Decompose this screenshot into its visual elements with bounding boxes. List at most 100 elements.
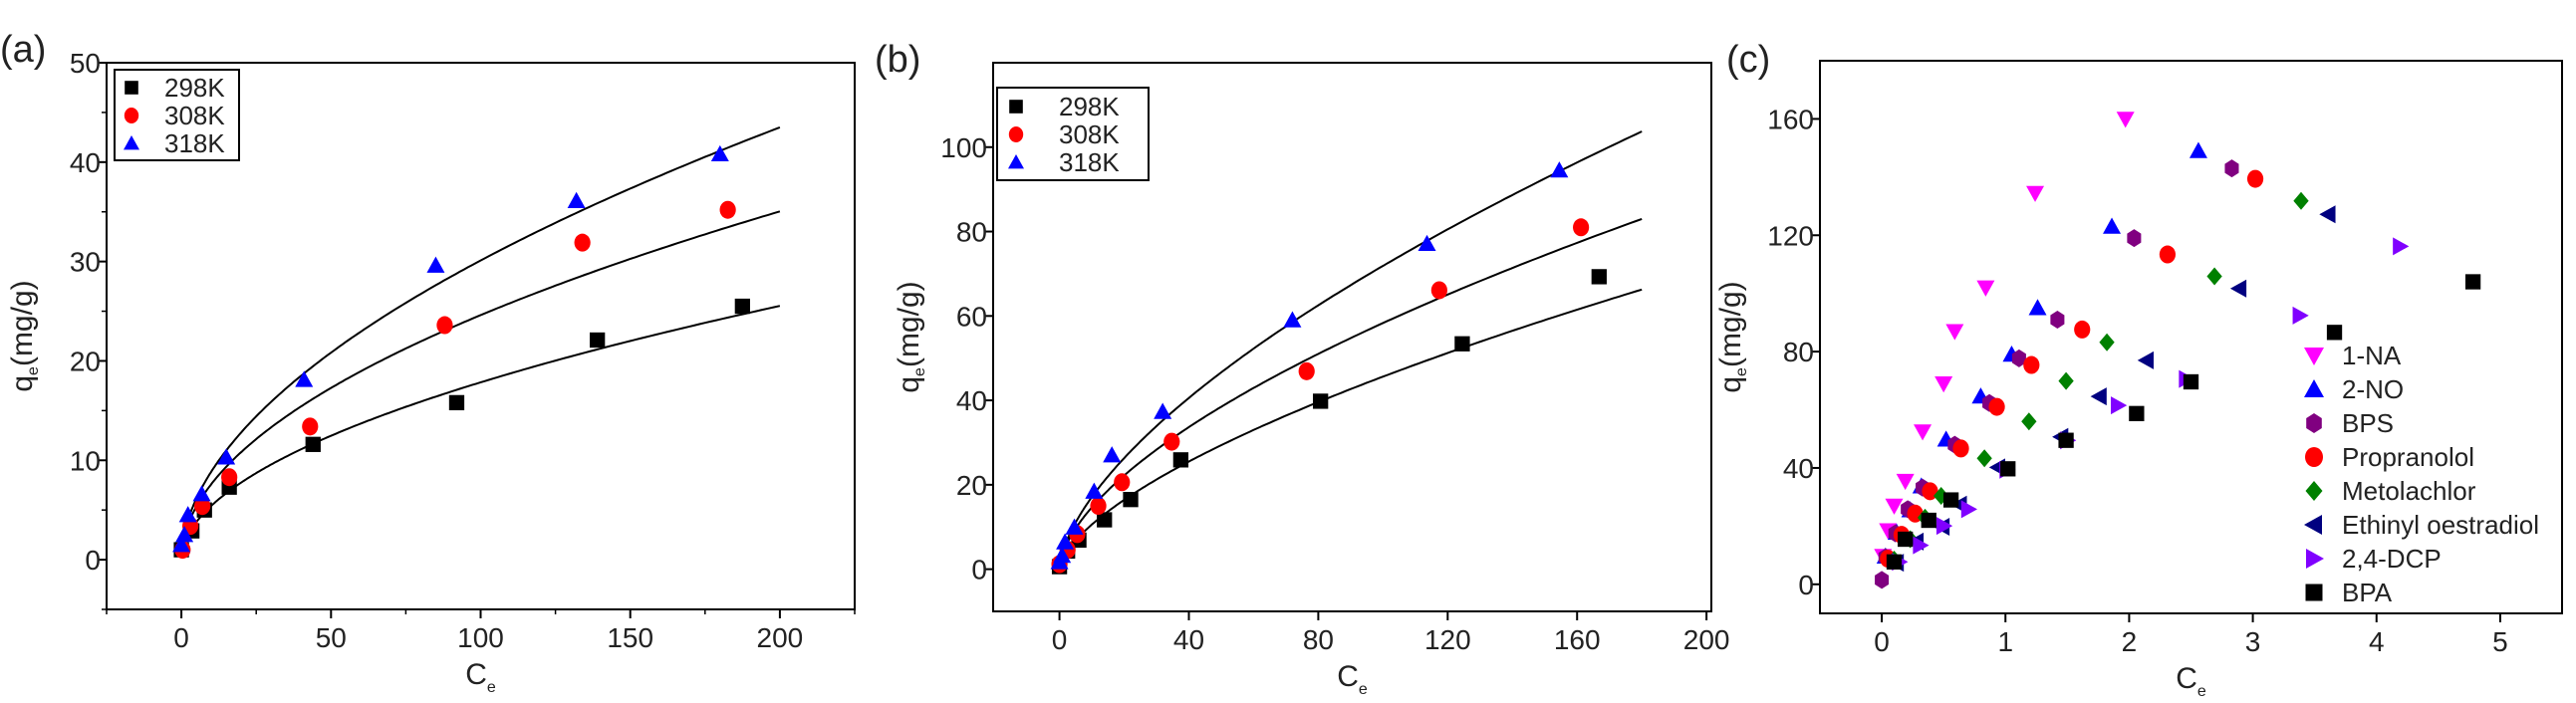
fit-curve-318k [1060,130,1643,559]
chart-panel-c: (c) 0 1 2 3 4 5 0 40 80 120 160 Ce qe(mg/g) 1-NA 2-NO BP… [1714,39,2563,700]
data-point [1898,531,1914,548]
data-point [574,233,591,252]
fit-curve-298k [1060,288,1643,564]
plot-frame [1819,60,2563,614]
data-point [2011,349,2026,367]
data-point [1298,361,1315,380]
legend-marker [2305,584,2323,601]
plot-frame [992,62,1712,612]
x-tick-label: 80 [1303,624,1334,655]
data-point [2058,432,2074,448]
series-2-4-dcp [1892,237,2410,572]
data-point [2137,351,2154,369]
series-298k [1051,269,1607,575]
legend-label: 2,4-DCP [2342,544,2442,574]
data-point [1053,547,1072,564]
series-318k [172,144,729,553]
x-axis-title: Ce [465,658,496,696]
data-point [2090,387,2107,406]
x-tick-label: 160 [1554,624,1601,655]
data-point [2023,355,2040,374]
data-point [178,506,197,523]
y-tick-label: 30 [70,247,101,278]
y-tick-label: 0 [1798,570,1814,600]
legend-label: 298K [1059,92,1120,121]
series-298k [173,298,750,558]
x-tick-label: 1 [1997,626,2013,657]
data-point [2074,320,2091,339]
y-tick-label: 50 [70,48,101,79]
data-point [1952,439,1969,458]
legend-marker [124,108,139,123]
data-point [1097,512,1113,528]
x-tick-label: 4 [2369,626,2385,657]
data-point [2393,237,2410,256]
legend-marker [2304,348,2324,365]
series-bpa [1886,274,2481,570]
data-point [1123,492,1139,508]
data-point [2464,274,2481,290]
series-1-na [1874,112,2135,566]
data-point [2189,141,2207,158]
data-point [1945,324,1964,341]
data-point [448,394,465,411]
y-tick-label: 20 [956,470,987,501]
data-point [1056,533,1075,550]
data-point [1921,512,1936,529]
data-point [710,144,729,162]
y-tick-label: 0 [971,555,987,586]
data-point [2292,306,2309,325]
data-point [1103,446,1122,463]
legend-label: Propranolol [2342,442,2474,472]
data-point [2246,169,2264,188]
data-point [305,436,321,452]
x-tick-label: 100 [457,622,504,653]
data-point [1573,218,1590,237]
series-propranolol [1880,169,2264,569]
data-point [2000,461,2016,477]
data-point [590,332,606,349]
data-point [1114,473,1131,492]
data-point [1065,518,1084,535]
data-point [2129,405,2145,421]
fit-curve-318k [183,125,781,535]
data-point [1154,402,1172,419]
y-tick-label: 20 [70,346,101,376]
legend-label: 2-NO [2342,374,2404,404]
x-tick-label: 0 [1874,626,1890,657]
data-point [2229,279,2247,298]
legend-marker [2305,447,2323,467]
legend-marker [2306,549,2324,569]
data-point [2021,412,2037,431]
data-point [1454,336,1470,352]
data-point [2326,325,2343,341]
data-point [1875,571,1890,589]
panel-label: (a) [0,29,46,71]
legend-label: 318K [164,128,225,158]
data-point [2111,396,2128,415]
x-tick-label: 0 [1052,624,1068,655]
legend: 1-NA 2-NO BPS Propranolol Metolachlor Ethinyl… [2304,341,2539,607]
data-point [192,485,211,502]
data-point [1976,280,1995,297]
legend-marker [2305,481,2323,501]
data-point [172,536,191,553]
y-tick-label: 40 [70,147,101,178]
data-point [1913,536,1930,555]
y-tick-label: 160 [1767,104,1814,134]
data-point [1934,376,1953,393]
data-point [2026,185,2045,202]
x-tick-label: 200 [1683,624,1730,655]
data-point [1885,498,1904,515]
data-point [426,256,445,273]
data-point [2159,245,2177,264]
data-point [2183,373,2199,390]
data-point [1591,269,1607,285]
legend-label: Ethinyl oestradiol [2342,510,2539,540]
legend-label: 1-NA [2342,341,2402,370]
data-point [295,370,314,387]
data-point [1896,473,1915,491]
